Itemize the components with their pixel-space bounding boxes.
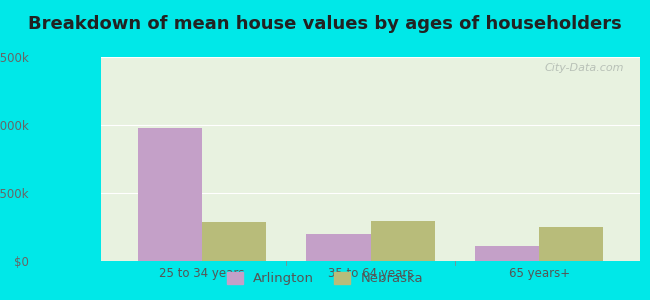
Bar: [202, 222, 266, 261]
Bar: [138, 128, 202, 261]
Bar: [370, 221, 435, 261]
Bar: [475, 246, 539, 261]
Legend: Arlington, Nebraska: Arlington, Nebraska: [222, 266, 428, 290]
Bar: [306, 234, 370, 261]
Text: Breakdown of mean house values by ages of householders: Breakdown of mean house values by ages o…: [28, 15, 622, 33]
Bar: [539, 227, 603, 261]
Text: City-Data.com: City-Data.com: [545, 63, 624, 73]
